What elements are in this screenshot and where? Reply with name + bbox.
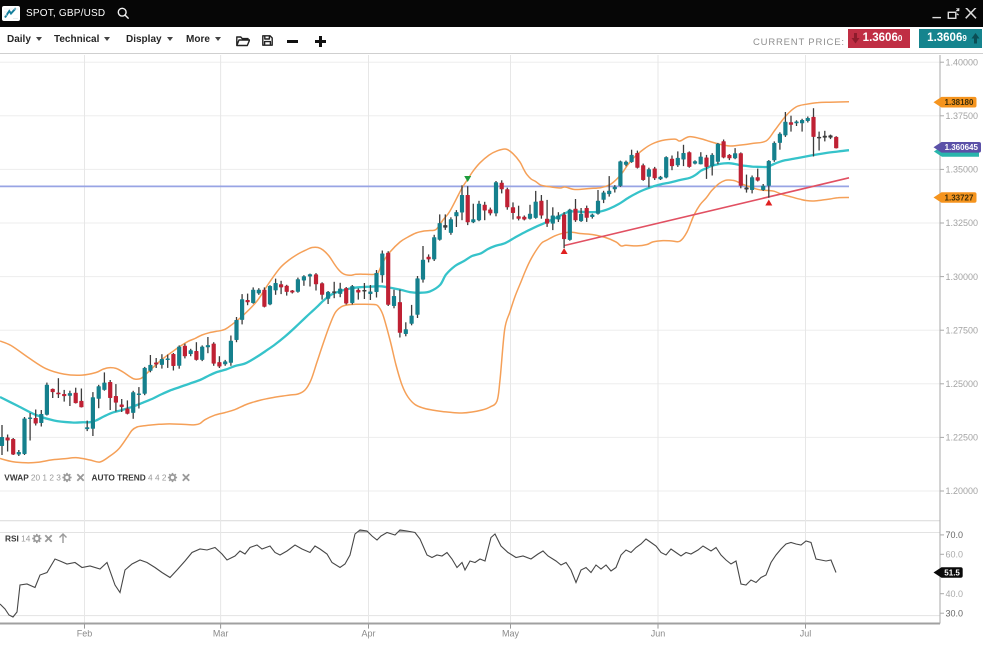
- svg-text:60.0: 60.0: [946, 550, 964, 560]
- svg-text:May: May: [502, 629, 520, 639]
- svg-text:RSI 14: RSI 14: [5, 534, 31, 544]
- svg-text:Feb: Feb: [77, 629, 93, 639]
- svg-text:1.30000: 1.30000: [946, 272, 979, 282]
- svg-text:70.0: 70.0: [946, 530, 964, 540]
- svg-text:Jul: Jul: [800, 629, 812, 639]
- svg-text:AUTO TREND 4 4 2: AUTO TREND 4 4 2: [92, 473, 167, 483]
- svg-text:1.22500: 1.22500: [946, 433, 979, 443]
- svg-text:1.35000: 1.35000: [946, 165, 979, 175]
- svg-text:1.360645: 1.360645: [945, 143, 979, 152]
- svg-text:Jun: Jun: [651, 629, 666, 639]
- svg-text:1.25000: 1.25000: [946, 379, 979, 389]
- svg-text:30.0: 30.0: [946, 608, 964, 618]
- svg-text:1.37500: 1.37500: [946, 111, 979, 121]
- svg-text:1.38180: 1.38180: [945, 98, 974, 107]
- svg-text:1.27500: 1.27500: [946, 325, 979, 335]
- svg-text:1.33727: 1.33727: [945, 193, 974, 202]
- svg-text:VWAP 20 1 2 3: VWAP 20 1 2 3: [4, 473, 61, 483]
- svg-text:1.20000: 1.20000: [946, 486, 979, 496]
- svg-text:Mar: Mar: [213, 629, 229, 639]
- svg-text:40.0: 40.0: [946, 589, 964, 599]
- svg-text:Apr: Apr: [361, 629, 375, 639]
- svg-text:1.40000: 1.40000: [946, 57, 979, 67]
- svg-text:1.32500: 1.32500: [946, 218, 979, 228]
- svg-text:51.5: 51.5: [944, 568, 960, 577]
